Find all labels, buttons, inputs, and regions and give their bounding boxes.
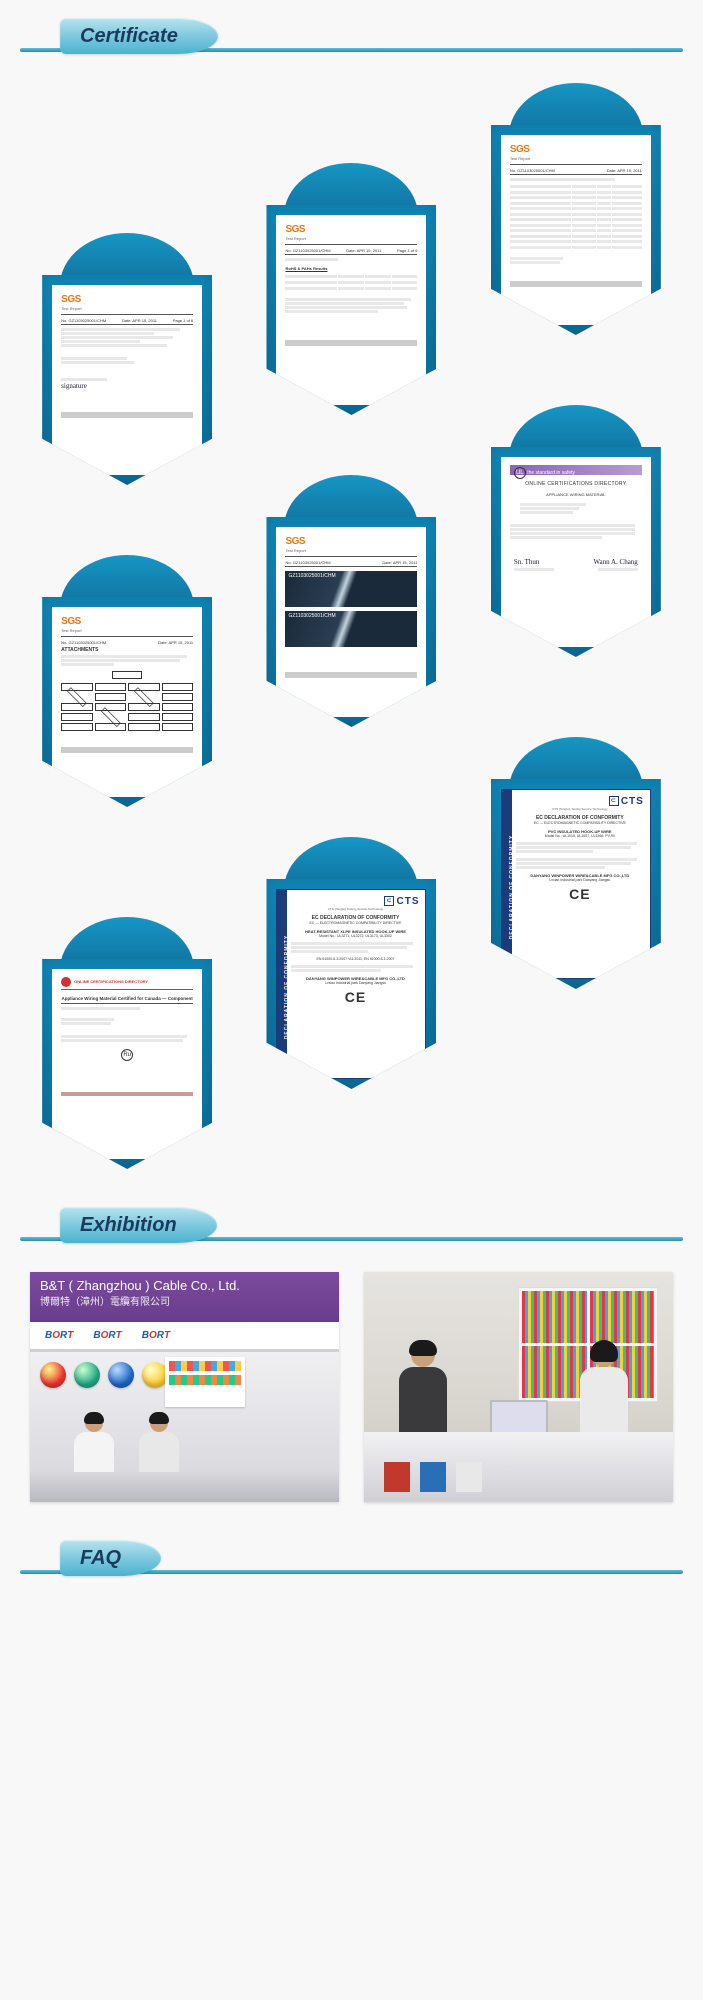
- ce-mark: CE: [516, 886, 644, 902]
- banner-tab: FAQ: [60, 1540, 161, 1576]
- cable-spools: [40, 1362, 168, 1388]
- cert-card: SGS Test Report No. GZ1103025001/CHM Dat…: [266, 163, 436, 415]
- cert-page-cts2: DECLARATION OF CONFORMITY ⊂CTS CTS (Ning…: [501, 789, 651, 979]
- sgs-logo: SGS: [61, 616, 81, 627]
- booth-logo-strip: BORT BORT BORT: [30, 1322, 339, 1352]
- cert-card: SGS Test Report No. GZ1103025001/CHM Dat…: [266, 475, 436, 727]
- sample-photo: GZ1103025001/CHM: [285, 611, 417, 647]
- sgs-sub: Test Report: [510, 156, 642, 161]
- cert-page-sgs1: SGS Test Report No. GZ1103025001/CHM Dat…: [52, 285, 202, 475]
- cert-card: SGS Test Report No. GZ1103025001/CHM Dat…: [42, 233, 212, 485]
- cts-mark-icon: ⊂: [384, 896, 394, 906]
- booth-header: B&T ( Zhangzhou ) Cable Co., Ltd. 博爾特（漳州…: [30, 1272, 339, 1322]
- banner-tab: Certificate: [60, 18, 218, 54]
- ul-bar-text: the standard in safety: [527, 470, 575, 476]
- banner-title: Certificate: [80, 25, 178, 48]
- cts-side-text: DECLARATION OF CONFORMITY: [284, 935, 290, 1039]
- sgs-sub: Test Report: [61, 306, 193, 311]
- cert-page-sgs-flow: SGS Test Report No. GZ1103025001/CHM Dat…: [52, 607, 202, 797]
- cert-page-sgs2: SGS Test Report No. GZ1103025001/CHM Dat…: [276, 215, 426, 405]
- exhibition-photo-meeting: [364, 1272, 673, 1502]
- banner-tab: Exhibition: [60, 1207, 217, 1243]
- sgs-logo: SGS: [285, 224, 305, 235]
- cert-page-cts1: DECLARATION OF CONFORMITY ⊂CTS CTS (Ning…: [276, 889, 426, 1079]
- cts-sub: EC — ELECTROMAGNETIC COMPATIBILITY DIREC…: [291, 921, 419, 925]
- cert-page-sgs3: SGS Test Report No. GZ1103025001/CHM Dat…: [501, 135, 651, 325]
- sgs-logo: SGS: [61, 294, 81, 305]
- exhibition-photo-booth: B&T ( Zhangzhou ) Cable Co., Ltd. 博爾特（漳州…: [30, 1272, 339, 1502]
- cert-page-ul: UL the standard in safety ONLINE CERTIFI…: [501, 457, 651, 647]
- cert-card: UL the standard in safety ONLINE CERTIFI…: [491, 405, 661, 657]
- sgs-ref: No. GZ1103025001/CHM: [61, 318, 106, 323]
- sgs-sub: Test Report: [285, 236, 417, 241]
- sample-photo: GZ1103025001/CHM: [285, 571, 417, 607]
- csa-title: Appliance Wiring Material Certified for …: [61, 996, 193, 1002]
- ul-recognized-icon: Ru: [121, 1049, 133, 1061]
- company-cn: 博爾特（漳州）電纜有限公司: [40, 1293, 329, 1308]
- sgs-page: Page 1 of 6: [173, 318, 193, 323]
- cert-card: ONLINE CERTIFICATIONS DIRECTORY Applianc…: [42, 917, 212, 1169]
- cert-page-sgs-photo: SGS Test Report No. GZ1103025001/CHM Dat…: [276, 527, 426, 717]
- cert-card: DECLARATION OF CONFORMITY ⊂CTS CTS (Ning…: [266, 837, 436, 1089]
- section-banner-faq: FAQ: [20, 1540, 683, 1580]
- sgs-logo: SGS: [285, 536, 305, 547]
- banner-title: Exhibition: [80, 1214, 177, 1237]
- certificate-grid: SGS Test Report No. GZ1103025001/CHM Dat…: [20, 83, 683, 1199]
- cert-card: DECLARATION OF CONFORMITY ⊂CTS CTS (Ning…: [491, 737, 661, 989]
- cert-page-csa: ONLINE CERTIFICATIONS DIRECTORY Applianc…: [52, 969, 202, 1159]
- cert-card: SGS Test Report No. GZ1103025001/CHM Dat…: [491, 83, 661, 335]
- cts-side-text: DECLARATION OF CONFORMITY: [509, 835, 515, 939]
- sgs-logo: SGS: [510, 144, 530, 155]
- ul-title: ONLINE CERTIFICATIONS DIRECTORY: [510, 481, 642, 488]
- cert-card: SGS Test Report No. GZ1103025001/CHM Dat…: [42, 555, 212, 807]
- sgs-date: Date: APR 15, 2011: [122, 318, 157, 323]
- sgs-attachments: ATTACHMENTS: [61, 647, 193, 654]
- table-items: [384, 1462, 482, 1492]
- ul-mark-icon: UL: [514, 467, 526, 479]
- banner-title: FAQ: [80, 1547, 121, 1570]
- ce-mark: CE: [291, 989, 419, 1005]
- company-en: B&T ( Zhangzhou ) Cable Co., Ltd.: [40, 1278, 329, 1293]
- section-banner-exhibition: Exhibition: [20, 1207, 683, 1247]
- cts-mark-icon: ⊂: [609, 796, 619, 806]
- exhibition-row: B&T ( Zhangzhou ) Cable Co., Ltd. 博爾特（漳州…: [20, 1272, 683, 1532]
- cul-mark-icon: [61, 977, 71, 987]
- section-banner-certificate: Certificate: [20, 18, 683, 58]
